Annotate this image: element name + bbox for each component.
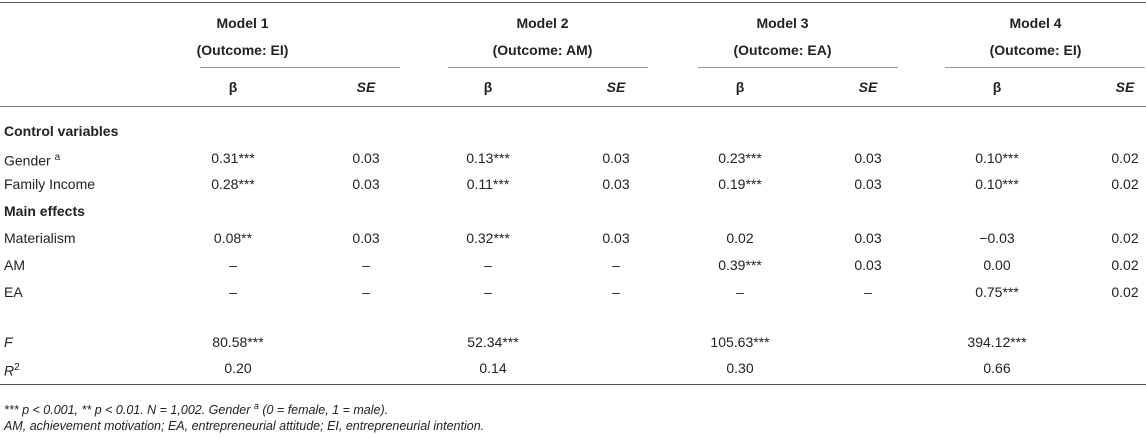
header-bottom-rule [0, 106, 1146, 107]
r2-superscript: 2 [14, 362, 20, 373]
ea-m1-beta: – [229, 284, 237, 300]
gender-m1-beta: 0.31*** [211, 150, 255, 166]
r2-m1: 0.20 [224, 360, 252, 376]
model-3-title: Model 3 [756, 15, 809, 31]
am-m1-beta: – [229, 257, 237, 273]
am-m3-se: 0.03 [854, 257, 882, 273]
row-label-materialism: Materialism [4, 230, 76, 246]
am-m2-se: – [612, 257, 620, 273]
am-m4-beta: 0.00 [983, 257, 1011, 273]
r2-m2: 0.14 [479, 360, 507, 376]
table-top-rule [0, 2, 1146, 3]
section-control-variables: Control variables [4, 123, 119, 139]
beta-header: β [735, 79, 745, 95]
f-m3: 105.63*** [710, 334, 770, 350]
table-bottom-rule [0, 384, 1146, 385]
am-m4-se: 0.02 [1111, 257, 1139, 273]
income-m1-se: 0.03 [352, 176, 380, 192]
model-1-outcome: (Outcome: EI) [196, 42, 289, 58]
row-label-gender: Gender a [4, 149, 60, 170]
section-main-effects: Main effects [4, 203, 85, 219]
materialism-m4-beta: −0.03 [979, 230, 1015, 246]
r2-m4: 0.66 [983, 360, 1011, 376]
f-m4: 394.12*** [967, 334, 1027, 350]
se-header: SE [858, 79, 878, 95]
income-m2-se: 0.03 [602, 176, 630, 192]
am-m3-beta: 0.39*** [718, 257, 762, 273]
se-header: SE [591, 78, 641, 96]
income-m1-beta: 0.28*** [211, 176, 255, 192]
gender-m4-se: 0.02 [1111, 150, 1139, 166]
f-m2: 52.34*** [467, 334, 519, 350]
model-2-title: Model 2 [516, 15, 569, 31]
income-m4-se: 0.02 [1111, 176, 1139, 192]
footnote-superscript: a [253, 401, 259, 411]
se-header: SE [1115, 79, 1135, 95]
ea-m2-beta: – [484, 284, 492, 300]
footnote-abbreviations: AM, achievement motivation; EA, entrepre… [4, 419, 485, 433]
materialism-m3-se: 0.03 [854, 230, 882, 246]
materialism-m1-se: 0.03 [352, 230, 380, 246]
model-4-outcome: (Outcome: EI) [989, 42, 1082, 58]
model-1-underline [200, 67, 400, 68]
model-3-underline [698, 67, 898, 68]
r2-label-text: R [4, 362, 15, 379]
row-label-r2: R2 [4, 359, 20, 380]
ea-m3-beta: – [736, 284, 744, 300]
model-2-underline [448, 67, 648, 68]
ea-m4-se: 0.02 [1111, 284, 1139, 300]
footnote-part-b: (0 = female, 1 = male). [258, 403, 389, 418]
beta-header: β [228, 79, 238, 95]
model-3-outcome: (Outcome: EA) [733, 42, 832, 58]
materialism-m2-se: 0.03 [602, 230, 630, 246]
model-2-outcome: (Outcome: AM) [492, 42, 593, 58]
income-m3-beta: 0.19*** [718, 176, 762, 192]
row-label-ea: EA [4, 284, 23, 300]
ea-m4-beta: 0.75*** [975, 284, 1019, 300]
income-m4-beta: 0.10*** [975, 176, 1019, 192]
gender-m2-beta: 0.13*** [466, 150, 510, 166]
model-4-underline [945, 67, 1145, 68]
gender-m3-se: 0.03 [854, 150, 882, 166]
beta-header: β [483, 79, 493, 95]
income-m3-se: 0.03 [854, 176, 882, 192]
materialism-m4-se: 0.02 [1111, 230, 1139, 246]
model-4-title: Model 4 [1009, 15, 1062, 31]
row-label-family-income: Family Income [4, 176, 96, 192]
income-m2-beta: 0.11*** [466, 176, 510, 192]
row-label-f: F [4, 334, 13, 350]
gender-m1-se: 0.03 [352, 150, 380, 166]
materialism-m3-beta: 0.02 [726, 230, 754, 246]
materialism-m1-beta: 0.08** [213, 230, 253, 246]
materialism-m2-beta: 0.32*** [466, 230, 510, 246]
footnote-significance: *** p < 0.001, ** p < 0.01. N = 1,002. G… [4, 398, 388, 418]
ea-m1-se: – [362, 284, 370, 300]
gender-label-text: Gender [4, 152, 51, 169]
ea-m3-se: – [864, 284, 872, 300]
ea-m2-se: – [612, 284, 620, 300]
gender-m3-beta: 0.23*** [718, 150, 762, 166]
gender-superscript: a [54, 152, 61, 163]
r2-m3: 0.30 [726, 360, 754, 376]
am-m2-beta: – [484, 257, 492, 273]
footnote-part-a: *** p < 0.001, ** p < 0.01. N = 1,002. G… [4, 403, 254, 418]
am-m1-se: – [362, 257, 370, 273]
se-header-text: SE [606, 79, 626, 95]
gender-m2-se: 0.03 [602, 150, 630, 166]
f-m1: 80.58*** [212, 334, 264, 350]
row-label-am: AM [4, 257, 25, 273]
gender-m4-beta: 0.10*** [975, 150, 1019, 166]
beta-header: β [992, 79, 1002, 95]
se-header: SE [356, 79, 376, 95]
model-1-title: Model 1 [216, 15, 269, 31]
